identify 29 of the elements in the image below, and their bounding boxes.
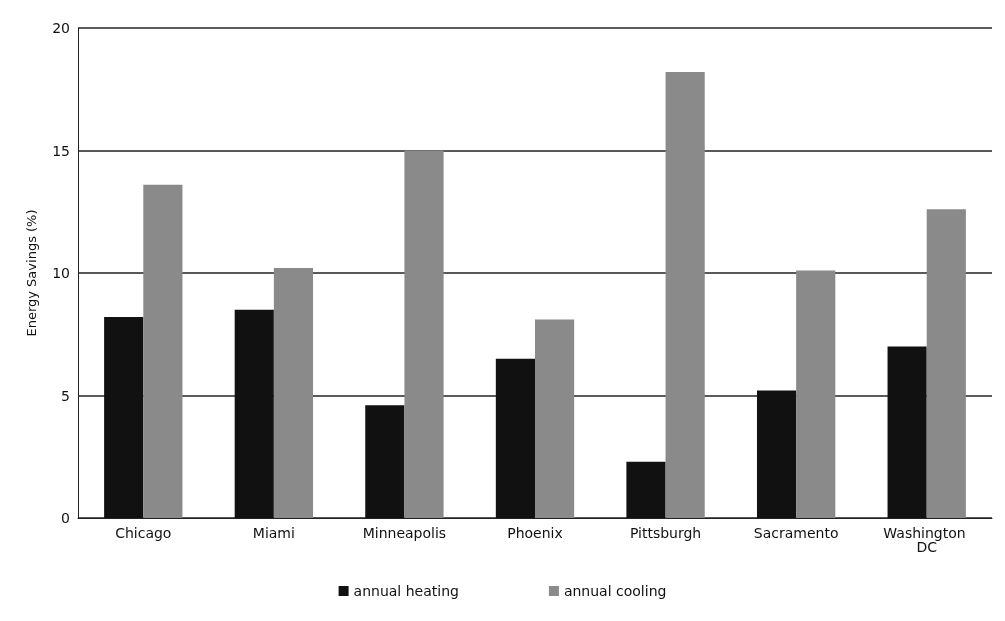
x-tick-label: Minneapolis bbox=[362, 525, 447, 541]
bar bbox=[404, 150, 444, 518]
bar bbox=[365, 405, 405, 518]
y-axis-title: Energy Savings (%) bbox=[24, 209, 39, 337]
x-tick-label: Washington DC bbox=[883, 525, 971, 555]
x-tick-label: Sacramento bbox=[753, 525, 839, 541]
bar bbox=[626, 461, 666, 518]
x-tick-label: Pittsburgh bbox=[629, 525, 702, 541]
bar bbox=[796, 270, 836, 518]
x-tick-label: Miami bbox=[252, 525, 295, 541]
x-tick-label: Phoenix bbox=[507, 525, 563, 541]
bar bbox=[665, 72, 705, 518]
y-tick-label: 10 bbox=[52, 265, 70, 281]
x-tick-label: Chicago bbox=[115, 525, 172, 541]
bar bbox=[756, 390, 797, 518]
bar bbox=[273, 268, 314, 518]
bar bbox=[104, 317, 144, 518]
y-tick-label: 20 bbox=[52, 20, 70, 36]
y-tick-label: 15 bbox=[52, 142, 70, 159]
legend-label: annual cooling bbox=[563, 583, 667, 599]
bar bbox=[495, 358, 535, 518]
legend-label: annual heating bbox=[353, 583, 459, 599]
bar bbox=[535, 319, 575, 518]
y-tick-label: 0 bbox=[61, 510, 70, 526]
bar bbox=[234, 309, 274, 518]
bar bbox=[143, 184, 183, 518]
y-tick-label: 5 bbox=[61, 387, 70, 404]
bar bbox=[926, 209, 966, 518]
bar bbox=[887, 346, 927, 518]
